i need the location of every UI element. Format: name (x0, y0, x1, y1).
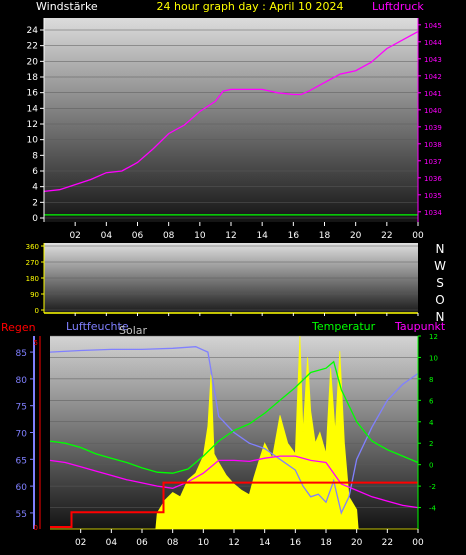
x-tick-label: 16 (288, 231, 300, 241)
humidity-tick-label: 60 (16, 483, 28, 493)
humidity-tick-label: 55 (16, 510, 27, 520)
humidity-tick-label: 80 (16, 376, 28, 386)
x-tick-label: 10 (194, 231, 206, 241)
x-tick-label: 18 (319, 231, 331, 241)
climate-x-tick-label: 06 (136, 538, 148, 548)
x-tick-label: 04 (101, 231, 113, 241)
pressure-tick-label: 1043 (424, 56, 442, 64)
climate-x-tick-label: 04 (106, 538, 118, 548)
temperatur-label: Temperatur (311, 320, 376, 333)
climate-x-tick-label: 12 (228, 538, 239, 548)
pressure-tick-label: 1044 (424, 39, 442, 47)
climate-x-tick-label: 10 (198, 538, 210, 548)
dewpoint-line (49, 455, 419, 509)
rain-tick-label: 0 (34, 524, 38, 532)
climate-x-tick-label: 18 (320, 538, 332, 548)
wind-tick-label: 24 (27, 26, 39, 36)
pressure-panel (44, 18, 418, 222)
wind-tick-label: 4 (32, 183, 38, 193)
humidity-tick-label: 65 (16, 456, 27, 466)
climate-x-tick-label: 08 (167, 538, 179, 548)
wind-tick-label: 16 (27, 89, 39, 99)
temperature-tick-label: -4 (429, 505, 437, 513)
x-tick-label: 02 (69, 231, 80, 241)
direction-tick-label: 0 (35, 307, 39, 315)
climate-x-tick-label: 22 (382, 538, 393, 548)
humidity-tick-label: 70 (16, 430, 28, 440)
wind-tick-label: 10 (27, 136, 39, 146)
wind-tick-label: 6 (32, 167, 38, 177)
temperature-tick-label: 4 (429, 419, 434, 427)
x-tick-label: 14 (256, 231, 268, 241)
pressure-tick-label: 1034 (424, 209, 442, 217)
temperature-tick-label: -2 (429, 483, 436, 491)
direction-tick-label: 180 (26, 275, 39, 283)
temperature-tick-label: 0 (429, 462, 433, 470)
pressure-tick-label: 1039 (424, 124, 442, 132)
windstaerke-label: Windstärke (36, 0, 98, 13)
pressure-tick-label: 1038 (424, 141, 442, 149)
wind-tick-label: 20 (27, 57, 39, 67)
solar-label: Solar (119, 324, 148, 337)
pressure-tick-label: 1037 (424, 158, 442, 166)
compass-label-east: O (435, 293, 444, 307)
temperature-line (49, 360, 419, 474)
direction-tick-label: 90 (30, 291, 39, 299)
climate-x-tick-label: 20 (351, 538, 363, 548)
temperature-tick-label: 10 (429, 354, 438, 362)
graph-title: 24 hour graph day : April 10 2024 (157, 0, 344, 13)
climate-x-tick-label: 14 (259, 538, 271, 548)
luftfeuchte-label: Luftfeuchte (66, 320, 129, 333)
pressure-tick-label: 1040 (424, 107, 442, 115)
rain-tick-label: 5 (34, 339, 38, 347)
pressure-tick-label: 1036 (424, 175, 442, 183)
taupunkt-label: Taupunkt (394, 320, 446, 333)
x-tick-label: 22 (381, 231, 392, 241)
wind-tick-label: 18 (27, 73, 39, 83)
temperature-tick-label: 6 (429, 397, 434, 405)
x-tick-label: 08 (163, 231, 175, 241)
wind-tick-label: 12 (27, 120, 38, 130)
pressure-tick-label: 1042 (424, 73, 442, 81)
x-tick-label: 00 (412, 231, 424, 241)
x-tick-label: 12 (225, 231, 236, 241)
temperature-tick-label: 2 (429, 440, 433, 448)
climate-x-tick-label: 16 (290, 538, 302, 548)
luftdruck-label: Luftdruck (372, 0, 424, 13)
compass-label-south: S (436, 276, 444, 290)
x-tick-label: 20 (350, 231, 362, 241)
humidity-tick-label: 75 (16, 403, 27, 413)
compass-label-north-bottom: N (436, 310, 445, 324)
pressure-tick-label: 1041 (424, 90, 442, 98)
wind-tick-label: 14 (27, 104, 39, 114)
rain-line (50, 481, 418, 528)
compass-label-north-top: N (436, 242, 445, 256)
climate-x-tick-label: 00 (412, 538, 424, 548)
direction-tick-label: 360 (26, 243, 39, 251)
humidity-tick-label: 85 (16, 349, 27, 359)
pressure-tick-label: 1045 (424, 22, 442, 30)
wind-tick-label: 8 (32, 151, 38, 161)
regen-label: Regen (1, 321, 36, 334)
humidity-line (49, 346, 419, 515)
x-tick-label: 06 (132, 231, 144, 241)
direction-tick-label: 270 (26, 259, 39, 267)
temperature-tick-label: 8 (429, 376, 433, 384)
pressure-line (43, 31, 419, 193)
wind-tick-label: 2 (32, 198, 38, 208)
pressure-tick-label: 1035 (424, 192, 442, 200)
climate-x-tick-label: 02 (75, 538, 86, 548)
compass-label-west: W (434, 259, 446, 273)
temperature-tick-label: 12 (429, 333, 438, 341)
wind-tick-label: 22 (27, 42, 38, 52)
wind-tick-label: 0 (32, 214, 38, 224)
